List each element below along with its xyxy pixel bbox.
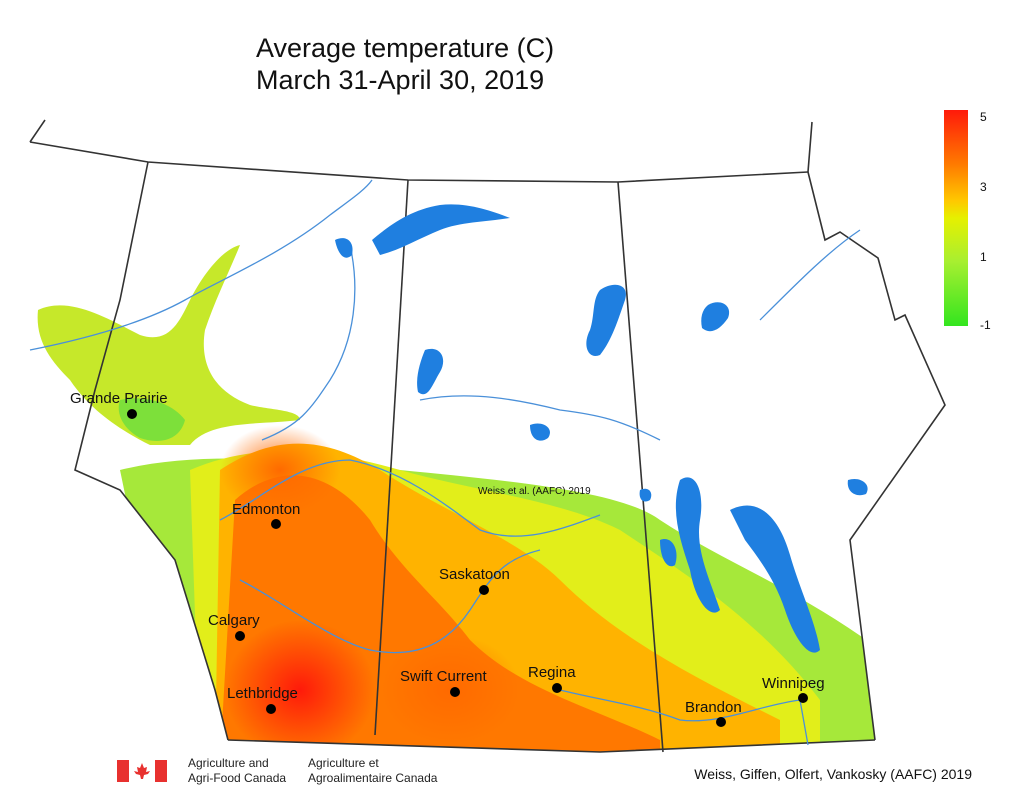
agency-en-line-2: Agri-Food Canada	[188, 771, 287, 785]
city-marker	[479, 585, 489, 595]
city-label: Winnipeg	[762, 675, 825, 692]
lakes	[335, 204, 868, 653]
hot-core-lethbridge	[225, 620, 375, 752]
rivers	[29, 179, 861, 746]
city-edmonton: Edmonton	[232, 501, 300, 529]
bc-coast-line	[29, 119, 813, 173]
city-marker	[235, 631, 245, 641]
legend-tick-minus-1: -1	[980, 318, 991, 332]
canada-flag-icon	[117, 760, 167, 782]
temperature-field	[120, 425, 880, 752]
agency-name-fr: Agriculture et Agroalimentaire Canada	[308, 756, 437, 786]
agency-fr-line-1: Agriculture et	[308, 756, 379, 770]
north-boundary	[29, 141, 809, 183]
manitoba-ontario-boundary	[807, 171, 946, 741]
cities: Grande Prairie Edmonton Calgary Lethbrid…	[70, 390, 825, 727]
lake-manitoba	[675, 477, 720, 613]
northwest-green-patch	[118, 398, 185, 441]
city-winnipeg: Winnipeg	[762, 675, 825, 703]
north-saskatchewan-river	[219, 459, 601, 537]
south-saskatchewan-river	[239, 549, 541, 654]
us-boundary	[227, 739, 876, 753]
map-watermark: Weiss et al. (AAFC) 2019	[478, 486, 591, 497]
alberta-west-boundary	[74, 161, 229, 741]
lake-athabasca	[372, 204, 510, 255]
city-label: Swift Current	[400, 668, 488, 685]
legend-tick-5: 5	[980, 110, 987, 124]
agency-name-en: Agriculture and Agri-Food Canada	[188, 756, 286, 786]
city-lethbridge: Lethbridge	[227, 685, 298, 714]
alberta-saskatchewan-boundary	[374, 179, 409, 736]
lac-la-ronge	[417, 348, 444, 395]
city-saskatoon: Saskatoon	[439, 566, 510, 595]
wollaston-lake	[701, 302, 730, 332]
city-marker	[266, 704, 276, 714]
agency-en-line-1: Agriculture and	[188, 756, 269, 770]
agency-fr-line-2: Agroalimentaire Canada	[308, 771, 438, 785]
warm-core-swift-current	[380, 635, 520, 745]
city-marker	[798, 693, 808, 703]
temperature-legend-bar	[944, 110, 968, 326]
city-label: Calgary	[208, 612, 260, 629]
legend-tick-1: 1	[980, 250, 987, 264]
city-calgary: Calgary	[208, 612, 260, 641]
city-swift-current: Swift Current	[400, 668, 488, 697]
warm-core-edmonton	[220, 425, 340, 515]
red-river	[799, 699, 809, 746]
lake-claire	[335, 238, 353, 258]
city-label: Lethbridge	[227, 685, 298, 702]
city-label: Regina	[528, 664, 576, 681]
map-title: Average temperature (C) March 31-April 3…	[256, 32, 554, 96]
city-label: Grande Prairie	[70, 390, 168, 407]
lake-winnipeg	[730, 505, 820, 653]
northwest-alberta-patch	[37, 245, 300, 445]
nelson-river	[759, 229, 861, 321]
title-line-1: Average temperature (C)	[256, 33, 555, 63]
athabasca-river	[261, 244, 356, 441]
city-label: Saskatoon	[439, 566, 510, 583]
legend-tick-3: 3	[980, 180, 987, 194]
lake-winnipegosis	[660, 539, 677, 567]
city-marker	[716, 717, 726, 727]
cedar-lake	[639, 488, 652, 502]
churchill-river	[419, 395, 661, 441]
reindeer-lake	[586, 284, 626, 356]
city-marker	[450, 687, 460, 697]
author-credit: Weiss, Giffen, Olfert, Vankosky (AAFC) 2…	[694, 766, 972, 782]
city-label: Brandon	[685, 699, 742, 716]
title-line-2: March 31-April 30, 2019	[256, 65, 545, 95]
saskatchewan-manitoba-boundary	[617, 181, 664, 753]
city-marker	[271, 519, 281, 529]
city-marker	[552, 683, 562, 693]
city-label: Edmonton	[232, 501, 300, 518]
province-boundaries	[29, 119, 946, 753]
city-regina: Regina	[528, 664, 576, 693]
assiniboine-river	[559, 689, 801, 722]
city-grande-prairie: Grande Prairie	[70, 390, 168, 419]
city-brandon: Brandon	[685, 699, 742, 727]
cree-lake	[530, 423, 550, 441]
island-lake	[847, 478, 868, 496]
peace-river	[29, 179, 373, 351]
city-marker	[127, 409, 137, 419]
